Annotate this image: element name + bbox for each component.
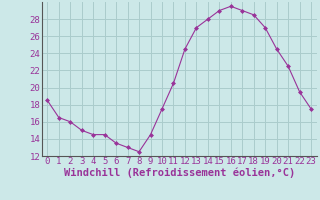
X-axis label: Windchill (Refroidissement éolien,°C): Windchill (Refroidissement éolien,°C) xyxy=(64,168,295,178)
